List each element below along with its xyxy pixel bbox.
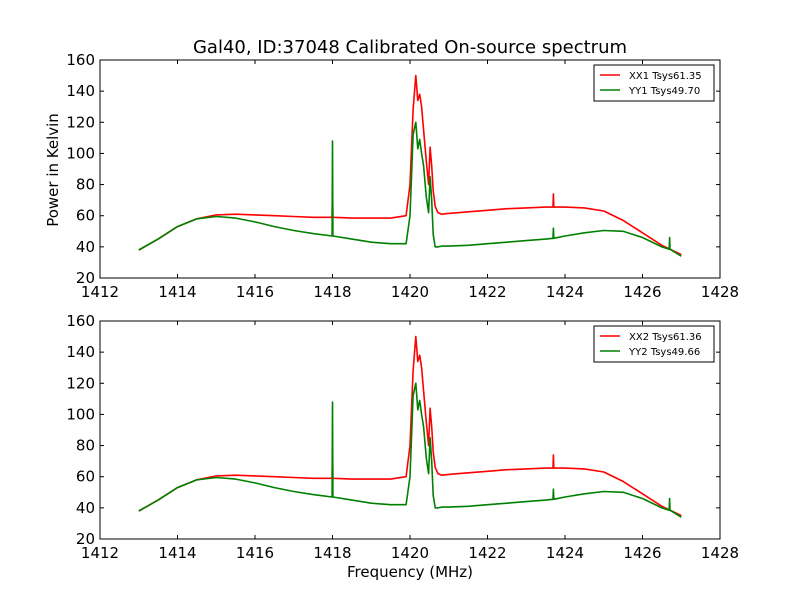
y-axis-label: Power in Kelvin <box>44 113 62 227</box>
x-tick-label: 1412 <box>81 283 119 301</box>
top-panel: 1412 1414 1416 1418 1420 1422 1424 1426 1428 20 40… <box>66 51 739 301</box>
x-tick-label: 1418 <box>313 283 351 301</box>
y-tick-label: 80 <box>76 437 95 455</box>
y-tick-label: 60 <box>76 468 95 486</box>
figure-title: Gal40, ID:37048 Calibrated On-source spe… <box>193 37 627 58</box>
x-tick-label: 1416 <box>236 283 274 301</box>
y-tick-label: 100 <box>66 144 95 162</box>
legend-label: YY2 Tsys49.66 <box>628 347 700 358</box>
x-tick-label: 1416 <box>236 544 274 562</box>
x-tick-label: 1420 <box>391 283 429 301</box>
x-tick-label: 1414 <box>158 283 196 301</box>
x-tick-label: 1428 <box>701 283 739 301</box>
x-axis-label: Frequency (MHz) <box>347 563 473 581</box>
x-tick-label: 1418 <box>313 544 351 562</box>
legend-box <box>593 325 715 363</box>
x-tick-label: 1426 <box>623 283 661 301</box>
x-tick-label: 1426 <box>623 544 661 562</box>
legend-label: YY1 Tsys49.70 <box>628 86 700 97</box>
x-tick-label: 1420 <box>391 544 429 562</box>
x-tick-label: 1422 <box>468 283 506 301</box>
y-tick-label: 60 <box>76 207 95 225</box>
y-tick-label: 140 <box>66 82 95 100</box>
y-tick-label: 120 <box>66 113 95 131</box>
legend-label: XX2 Tsys61.36 <box>629 332 702 343</box>
legend: XX2 Tsys61.36 YY2 Tsys49.66 <box>593 325 715 363</box>
x-tick-label: 1424 <box>546 283 584 301</box>
y-tick-label: 140 <box>66 343 95 361</box>
y-tick-label: 80 <box>76 176 95 194</box>
legend-box <box>593 64 715 102</box>
y-tick-label: 160 <box>66 51 95 69</box>
series-line-1 <box>138 74 682 256</box>
x-tick-label: 1428 <box>701 544 739 562</box>
x-tick-label: 1414 <box>158 544 196 562</box>
y-tick-label: 20 <box>76 269 95 287</box>
y-tick-label: 120 <box>66 374 95 392</box>
x-tick-label: 1422 <box>468 544 506 562</box>
y-tick-label: 100 <box>66 405 95 423</box>
y-tick-label: 20 <box>76 530 95 548</box>
x-tick-label: 1424 <box>546 544 584 562</box>
legend: XX1 Tsys61.35 YY1 Tsys49.70 <box>593 64 715 102</box>
y-tick-label: 40 <box>76 238 95 256</box>
series-line-2 <box>138 382 682 518</box>
y-tick-label: 160 <box>66 312 95 330</box>
series-line-2 <box>138 121 682 257</box>
legend-label: XX1 Tsys61.35 <box>629 71 702 82</box>
series-line-1 <box>138 335 682 517</box>
bottom-panel: 1412 1414 1416 1418 1420 1422 1424 1426 1428 20 40… <box>66 312 739 562</box>
y-tick-label: 40 <box>76 499 95 517</box>
x-tick-label: 1412 <box>81 544 119 562</box>
